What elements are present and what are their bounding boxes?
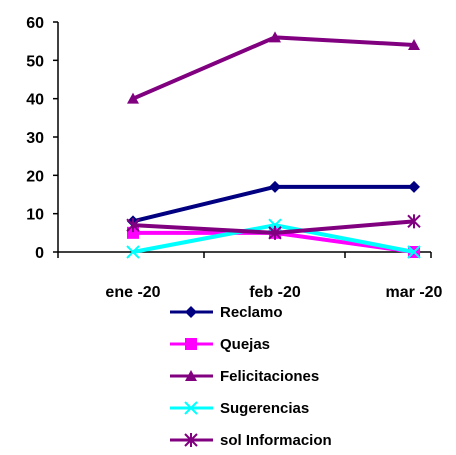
data-point-sol-informacion	[407, 214, 421, 229]
y-tick-label: 0	[35, 245, 44, 262]
legend: Reclamo Quejas Felicitaciones Sugerencias so…	[170, 304, 332, 449]
data-point-felicitaciones	[269, 31, 281, 43]
legend-marker-felicitaciones	[185, 370, 197, 381]
series-sol-informacion	[126, 214, 421, 240]
legend-marker-reclamo	[185, 306, 197, 318]
legend-item-reclamo: Reclamo	[170, 304, 283, 321]
data-point-sol-informacion	[126, 218, 140, 233]
legend-marker-sugerencias	[184, 401, 198, 415]
data-point-felicitaciones	[127, 92, 139, 104]
x-tick-label: feb -20	[249, 284, 301, 301]
legend-label: Felicitaciones	[220, 368, 319, 385]
legend-item-sol-informacion: sol Informacion	[170, 432, 332, 449]
y-tick-label: 50	[26, 53, 44, 70]
series-sugerencias	[126, 218, 421, 259]
series-line-felicitaciones	[132, 35, 415, 101]
legend-item-felicitaciones: Felicitaciones	[170, 368, 319, 385]
series-layer	[126, 31, 421, 259]
x-tick-label: mar -20	[386, 284, 443, 301]
data-point-felicitaciones	[408, 39, 420, 50]
data-point-reclamo	[408, 180, 420, 193]
legend-label: sol Informacion	[220, 432, 332, 449]
legend-label: Sugerencias	[220, 400, 309, 417]
data-point-sugerencias	[126, 245, 140, 259]
data-point-quejas	[127, 226, 139, 239]
series-line-reclamo	[132, 184, 414, 224]
legend-label: Reclamo	[220, 304, 283, 321]
y-ticks: 0 10 20 30 40 50 60	[26, 15, 58, 262]
legend-marker-quejas	[185, 338, 197, 350]
data-point-sugerencias	[407, 245, 421, 259]
x-tick-label: ene -20	[105, 284, 160, 301]
series-felicitaciones	[127, 31, 420, 104]
data-point-reclamo	[269, 180, 281, 193]
series-reclamo	[127, 180, 420, 228]
legend-item-quejas: Quejas	[170, 336, 270, 353]
y-tick-label: 20	[26, 168, 44, 185]
y-tick-label: 60	[26, 15, 44, 32]
data-point-sol-informacion	[268, 225, 282, 240]
legend-marker-sol-informacion	[184, 433, 198, 447]
chart-axes	[57, 22, 431, 253]
y-tick-label: 40	[26, 92, 44, 109]
legend-item-sugerencias: Sugerencias	[170, 400, 309, 417]
legend-label: Quejas	[220, 336, 270, 353]
y-tick-label: 30	[26, 130, 44, 147]
x-ticks: ene -20 feb -20 mar -20	[57, 252, 443, 301]
y-tick-label: 10	[26, 207, 44, 224]
